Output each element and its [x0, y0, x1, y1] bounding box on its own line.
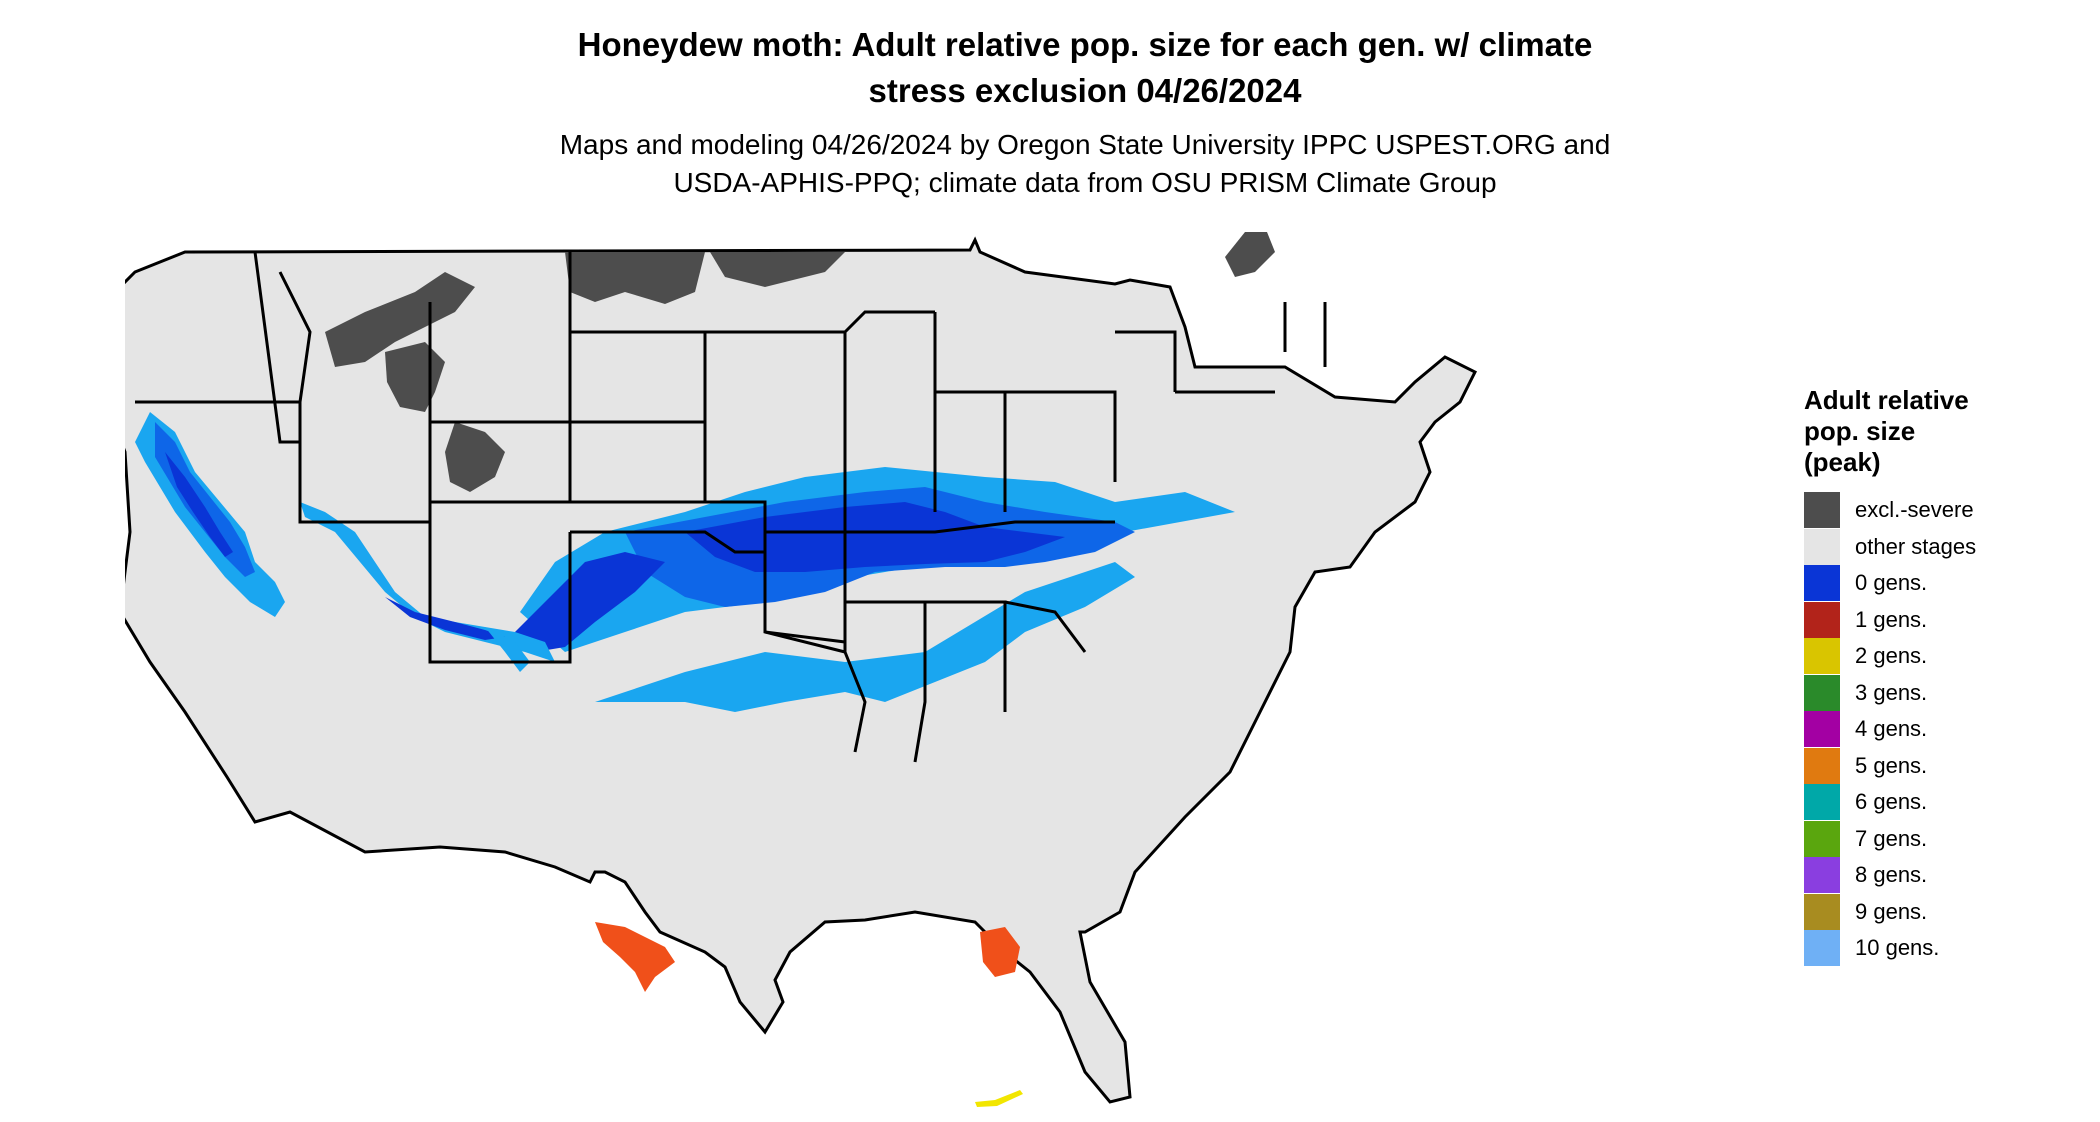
- legend-item: 0 gens.: [1804, 565, 1976, 602]
- legend-label: 5 gens.: [1855, 752, 1928, 778]
- legend-label: 2 gens.: [1855, 643, 1928, 669]
- zone-red-florida: [980, 927, 1020, 977]
- legend-label: other stages: [1855, 533, 1977, 559]
- zone-excluded-montana: [325, 272, 475, 367]
- legend-item: 8 gens.: [1804, 857, 1976, 894]
- legend-label: 1 gens.: [1855, 606, 1928, 632]
- legend-item: 5 gens.: [1804, 747, 1976, 785]
- map-title: Honeydew moth: Adult relative pop. size …: [0, 22, 2100, 114]
- legend-swatch: [1804, 638, 1840, 675]
- us-map: [125, 232, 1478, 1107]
- zone-excluded-north-dakota: [565, 252, 705, 304]
- legend-swatch: [1804, 893, 1840, 930]
- legend-swatch: [1804, 857, 1840, 894]
- legend-label: excl.-severe: [1855, 497, 1974, 523]
- legend-item: 7 gens.: [1804, 820, 1976, 858]
- legend-label: 4 gens.: [1855, 716, 1928, 742]
- legend-item: 1 gens.: [1804, 601, 1976, 639]
- legend-label: 9 gens.: [1855, 898, 1928, 924]
- legend-swatch: [1804, 711, 1840, 748]
- legend-title-line-3: (peak): [1804, 447, 1881, 477]
- legend-label: 7 gens.: [1855, 825, 1928, 851]
- legend-item: 10 gens.: [1804, 930, 1976, 967]
- legend-swatch: [1804, 565, 1840, 602]
- zone-southwest-dark: [385, 597, 505, 640]
- legend-label: 3 gens.: [1855, 679, 1928, 705]
- zone-excluded-minnesota: [710, 252, 845, 287]
- legend-item: excl.-severe: [1804, 492, 1976, 529]
- legend-title-line-2: pop. size: [1804, 416, 1916, 446]
- zone-light-blue-south: [595, 562, 1135, 712]
- legend-label: 6 gens.: [1855, 789, 1928, 815]
- legend-item: 6 gens.: [1804, 784, 1976, 821]
- legend-swatch: [1804, 601, 1840, 638]
- legend-title: Adult relative pop. size (peak): [1804, 385, 1976, 478]
- legend-item: other stages: [1804, 528, 1977, 566]
- legend-label: 10 gens.: [1855, 935, 1940, 961]
- zone-california-mid: [155, 422, 255, 577]
- zone-southwest: [300, 502, 555, 662]
- title-line-2: stress exclusion 04/26/2024: [868, 72, 1302, 109]
- legend-label: 8 gens.: [1855, 862, 1928, 888]
- title-line-1: Honeydew moth: Adult relative pop. size …: [577, 26, 1593, 63]
- zone-dark-blue-west: [505, 552, 665, 652]
- zone-excluded-colorado: [445, 422, 505, 492]
- zone-yellow-keys: [975, 1090, 1023, 1107]
- legend-swatch: [1804, 674, 1840, 711]
- legend-swatch: [1804, 528, 1840, 565]
- subtitle-line-1: Maps and modeling 04/26/2024 by Oregon S…: [559, 129, 1611, 160]
- legend-label: 0 gens.: [1855, 570, 1928, 596]
- legend-title-line-1: Adult relative: [1804, 385, 1969, 415]
- zone-excluded-maine: [1225, 232, 1275, 277]
- legend-swatch: [1804, 492, 1840, 529]
- subtitle-line-2: USDA-APHIS-PPQ; climate data from OSU PR…: [673, 167, 1497, 198]
- legend-items: excl.-severe other stages 0 gens. 1 gens. 2 …: [1804, 492, 1976, 967]
- zone-red-texas: [595, 922, 675, 992]
- zone-california-dark: [165, 452, 233, 557]
- zone-dark-blue: [685, 502, 1065, 572]
- legend-item: 3 gens.: [1804, 674, 1976, 712]
- state-borders: [135, 251, 1327, 763]
- legend-swatch: [1804, 820, 1840, 857]
- legend-item: 4 gens.: [1804, 711, 1976, 748]
- legend-swatch: [1804, 930, 1840, 967]
- legend-item: 9 gens.: [1804, 893, 1976, 931]
- legend-item: 2 gens.: [1804, 638, 1976, 675]
- legend-swatch: [1804, 784, 1840, 821]
- legend: Adult relative pop. size (peak) excl.-se…: [1804, 385, 1976, 967]
- legend-swatch: [1804, 747, 1840, 784]
- map-subtitle: Maps and modeling 04/26/2024 by Oregon S…: [0, 126, 2100, 202]
